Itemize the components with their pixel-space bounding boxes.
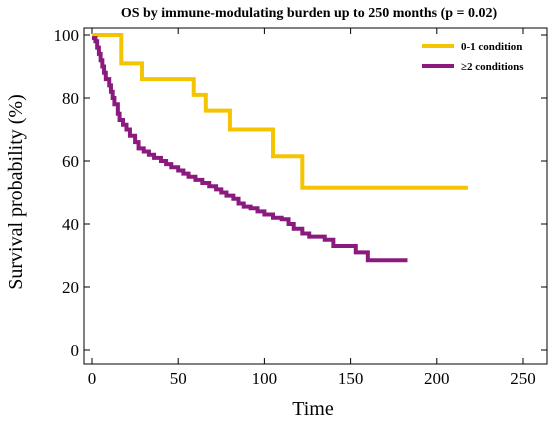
plot-area: 0 50 100 150 200 250 0 20 40 60 80 100 bbox=[54, 26, 548, 388]
x-tick-label: 0 bbox=[88, 369, 97, 388]
x-tick-label: 100 bbox=[252, 369, 278, 388]
series-line-1 bbox=[92, 33, 468, 190]
y-tick-label: 60 bbox=[62, 152, 79, 171]
chart-title: OS by immune-modulating burden up to 250… bbox=[121, 6, 498, 21]
y-tick-label: 100 bbox=[54, 26, 80, 45]
x-tick-label: 250 bbox=[510, 369, 536, 388]
x-tick-label: 50 bbox=[170, 369, 187, 388]
y-tick-label: 20 bbox=[62, 278, 79, 297]
plot-frame bbox=[83, 27, 548, 365]
x-tick-label: 200 bbox=[424, 369, 450, 388]
series-line-2 bbox=[92, 36, 408, 263]
legend: 0-1 condition ≥2 conditions bbox=[422, 41, 524, 73]
y-axis-label: Survival probability (%) bbox=[5, 94, 27, 290]
y-tick-label: 40 bbox=[62, 215, 79, 234]
y-tick-label: 80 bbox=[62, 89, 79, 108]
x-axis-label: Time bbox=[292, 398, 334, 420]
legend-label: ≥2 conditions bbox=[461, 61, 524, 73]
x-tick-label: 150 bbox=[338, 369, 364, 388]
legend-label: 0-1 condition bbox=[461, 41, 522, 53]
y-tick-label: 0 bbox=[71, 341, 80, 360]
